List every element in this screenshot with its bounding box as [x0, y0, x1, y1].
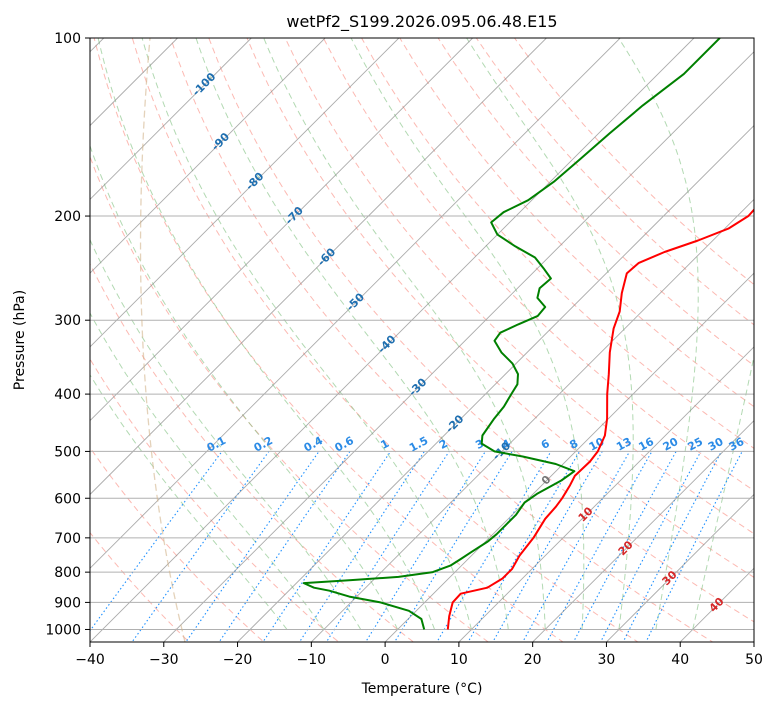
y-tick-label: 700	[54, 531, 81, 547]
dry-adiabat-line	[170, 38, 714, 642]
y-axis-label: Pressure (hPa)	[12, 290, 28, 390]
moist-adiabat-line	[90, 238, 362, 630]
moist-adiabat-line	[466, 38, 634, 630]
y-tick-label: 900	[54, 595, 81, 611]
axes: −40 −30 −20 −10 0 10 20 30 40 50 1000 900 800 700 600 5…	[45, 31, 763, 668]
moist-adiabat-line	[618, 38, 699, 630]
x-tick-label: −20	[223, 652, 253, 668]
x-tick-label: −10	[297, 652, 327, 668]
x-tick-label: 50	[745, 652, 763, 668]
isotherm-line	[90, 38, 547, 496]
mixing-ratio-label: 13	[614, 435, 634, 454]
mixing-ratio-label: 25	[685, 435, 705, 454]
dry-adiabat-line	[90, 358, 340, 642]
x-tick-label: 20	[524, 652, 542, 668]
dry-adiabat-line	[246, 38, 754, 578]
dry-adiabat-line	[513, 38, 754, 286]
moist-adiabat-line	[141, 38, 472, 630]
dry-adiabat-line	[93, 38, 564, 642]
y-tick-label: 800	[54, 565, 81, 581]
dry-adiabat-line	[208, 38, 754, 623]
isotherm-line	[311, 198, 754, 642]
temperature-line	[446, 208, 754, 630]
isotherm-line	[458, 346, 754, 642]
mixing-ratio-label: 10	[587, 435, 607, 454]
dry-adiabat-line	[90, 262, 415, 642]
isotherm-line	[90, 38, 326, 274]
x-tick-label: 30	[598, 652, 616, 668]
isotherm-line	[90, 38, 621, 569]
mixing-ratio-label: 36	[727, 435, 747, 454]
dry-adiabat-line	[322, 38, 754, 492]
y-tick-label: 100	[54, 31, 81, 47]
profile-series	[302, 38, 754, 630]
isotherm-line	[90, 38, 252, 200]
plot-area	[90, 38, 754, 642]
isotherm-line	[90, 38, 695, 642]
isotherm-line	[237, 124, 754, 642]
x-tick-label: −40	[75, 652, 105, 668]
dry-adiabat-line	[90, 531, 190, 642]
y-tick-label: 200	[54, 209, 81, 225]
plot-frame	[89, 37, 755, 643]
chart-title: wetPf2_S199.2026.095.06.48.E15	[286, 12, 557, 32]
moist-adiabat-line	[263, 38, 546, 630]
x-tick-label: 40	[671, 652, 689, 668]
y-tick-label: 600	[54, 491, 81, 507]
x-tick-label: 0	[381, 652, 390, 668]
dry-adiabat-line	[131, 38, 639, 642]
mixing-ratio-label: 30	[706, 435, 726, 454]
isotherm-line	[90, 38, 400, 348]
y-tick-label: 1000	[45, 622, 81, 638]
guide-lines	[90, 38, 754, 642]
y-tick-label: 400	[54, 387, 81, 403]
y-tick-label: 500	[54, 444, 81, 460]
x-axis-label: Temperature (°C)	[361, 681, 483, 697]
isotherm-line	[163, 51, 754, 642]
isotherm-line	[532, 420, 754, 642]
dry-adiabat-line	[90, 446, 265, 642]
dry-adiabat-line	[90, 155, 490, 642]
mixing-ratio-label: 16	[636, 435, 656, 454]
moist-adiabat-line	[90, 312, 325, 630]
isotherm-line	[606, 493, 754, 642]
isotherm-line	[90, 38, 473, 422]
moist-adiabat-line	[350, 38, 585, 630]
moist-adiabat-line	[97, 38, 435, 630]
mixing-ratio-label: 20	[661, 435, 681, 454]
y-tick-label: 300	[54, 313, 81, 329]
isotherm-line	[384, 272, 754, 642]
moist-adiabat-line	[195, 38, 509, 630]
moist-adiabat-line	[90, 373, 288, 630]
x-tick-label: 10	[450, 652, 468, 668]
dewpoint-line	[302, 38, 721, 630]
moist-adiabat-line	[692, 354, 754, 630]
dry-adiabat-line	[475, 38, 754, 326]
x-tick-label: −30	[149, 652, 179, 668]
